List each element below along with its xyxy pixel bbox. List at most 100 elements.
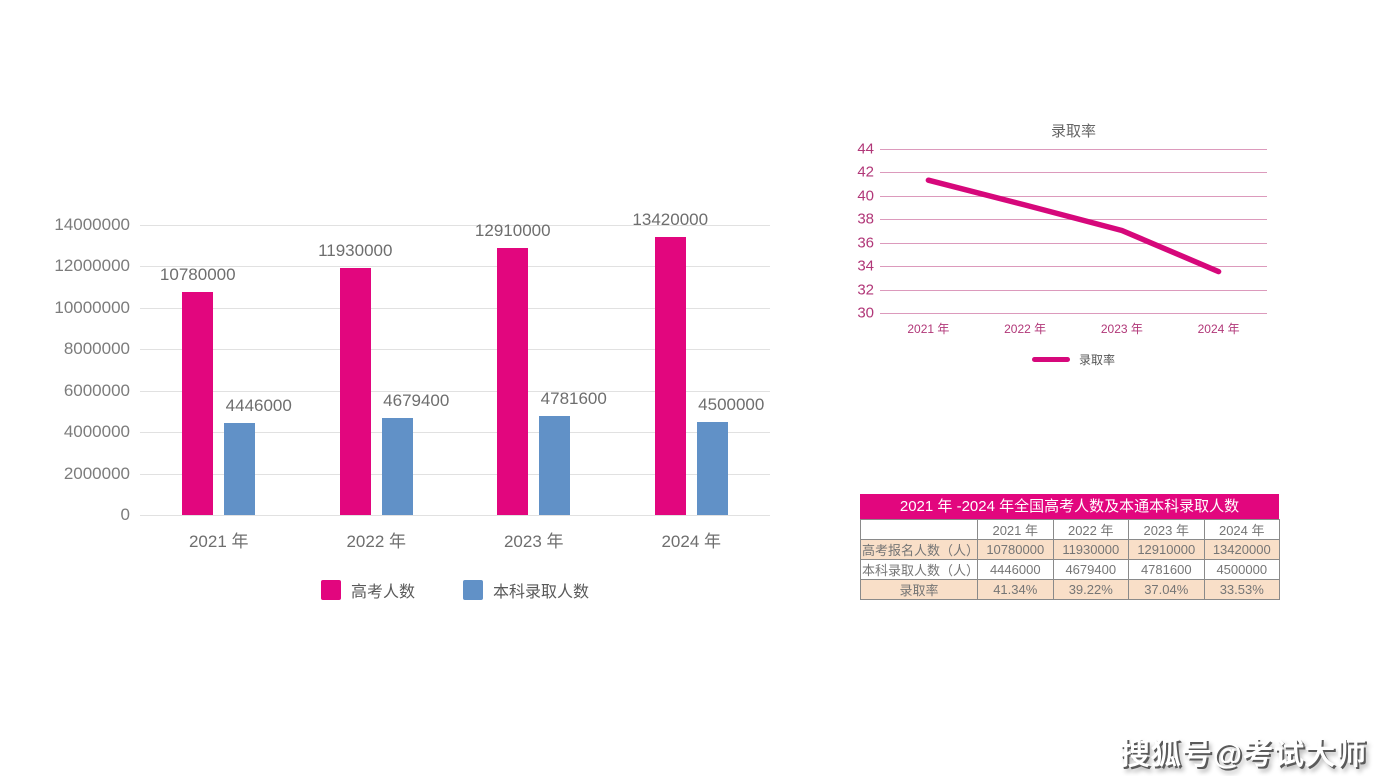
bar-admit	[224, 422, 256, 515]
x-axis-tick-label: 2023 年	[503, 532, 564, 551]
legend-item: 本科录取人数	[463, 578, 589, 602]
y-axis-tick-label: 10000000	[54, 297, 130, 317]
cell-value: 11930000	[1052, 539, 1129, 560]
line-chart-plot-area: 44 42 40 38 36 34 32 30 2021 年 2022 年 2023 年 2024 年	[857, 141, 1267, 336]
column-header: 2022 年	[1052, 519, 1129, 540]
x-axis-tick-label: 2023 年	[1100, 322, 1143, 336]
bar-value-label: 13420000	[632, 210, 709, 230]
gridline	[880, 172, 1267, 174]
line-chart: 录取率 44 42 40 38 36 34 32 30 2021 年 2022 年 2023 年 20…	[855, 118, 1285, 380]
cell-value: 10780000	[977, 539, 1054, 560]
gridline	[140, 515, 770, 516]
legend-swatch	[463, 580, 483, 600]
column-header: 2021 年	[977, 519, 1054, 540]
y-axis-tick-label: 8000000	[63, 339, 130, 359]
gridline	[880, 242, 1267, 244]
line-series-svg	[925, 177, 1222, 275]
gridline	[880, 195, 1267, 197]
x-axis-tick-label: 2021 年	[188, 532, 249, 551]
legend-label: 本科录取人数	[493, 584, 590, 601]
cell-value: 33.53%	[1203, 579, 1280, 600]
bar-value-label: 12910000	[474, 220, 551, 240]
y-axis-tick-label: 44	[857, 140, 874, 158]
y-axis-tick-label: 42	[857, 163, 874, 181]
y-axis-tick-label: 14000000	[54, 215, 130, 234]
y-axis-tick-label: 30	[857, 304, 874, 322]
y-axis-tick-label: 38	[857, 210, 874, 228]
gridline	[140, 266, 770, 268]
table-row: 本科录取人数（人） 4446000 4679400 4781600 4500000	[860, 559, 1280, 580]
summary-table-card: 2021 年 -2024 年全国高考人数及本通本科录取人数 2021 年 2022…	[860, 494, 1280, 600]
x-axis-tick-label: 2022 年	[1004, 322, 1047, 336]
cell-value: 41.34%	[977, 579, 1054, 600]
bar-admit	[539, 416, 571, 515]
legend-label: 录取率	[1078, 353, 1115, 367]
y-axis-tick-label: 40	[857, 187, 874, 205]
table-title: 2021 年 -2024 年全国高考人数及本通本科录取人数	[860, 494, 1279, 519]
bar-value-label: 4500000	[698, 394, 765, 414]
x-axis-tick-label: 2024 年	[1197, 322, 1240, 336]
y-axis-tick-label: 12000000	[54, 256, 130, 276]
table-row: 高考报名人数（人） 10780000 11930000 12910000 1342000…	[860, 539, 1280, 560]
cell-value: 4781600	[1128, 559, 1205, 580]
bar-chart: 14000000 12000000 10000000 8000000 6000000 40…	[54, 210, 770, 635]
y-axis-tick-label: 0	[120, 505, 130, 524]
column-header: 2024 年	[1203, 519, 1280, 540]
y-axis-tick-label: 2000000	[63, 463, 130, 483]
gridline	[880, 149, 1267, 150]
data-table: 2021 年 2022 年 2023 年 2024 年高考报名人数（人） 1078000…	[860, 519, 1280, 600]
legend-swatch	[1031, 357, 1070, 362]
cell-value: 39.22%	[1052, 579, 1129, 600]
table-header-row: 2021 年 2022 年 2023 年 2024 年	[860, 519, 1280, 540]
x-axis-tick-label: 2021 年	[907, 322, 950, 336]
column-header	[860, 519, 978, 540]
cell-value: 12910000	[1128, 539, 1205, 560]
gridline	[880, 289, 1267, 291]
row-label: 本科录取人数（人）	[860, 559, 978, 580]
gridline	[140, 432, 770, 434]
gridline	[140, 390, 770, 392]
bar-value-label: 4679400	[383, 391, 450, 411]
bar-admit	[696, 421, 728, 515]
x-axis-tick-label: 2022 年	[346, 532, 407, 551]
gridline	[140, 307, 770, 309]
x-axis-tick-label: 2024 年	[661, 532, 722, 551]
cell-value: 37.04%	[1128, 579, 1205, 600]
gridline	[880, 266, 1267, 268]
y-axis-tick-label: 36	[857, 234, 874, 252]
y-axis-tick-label: 6000000	[63, 380, 130, 400]
y-axis-tick-label: 4000000	[63, 422, 130, 442]
gridline	[140, 473, 770, 475]
bar-chart-plot-area: 14000000 12000000 10000000 8000000 6000000 40…	[54, 210, 770, 551]
line-chart-legend: 录取率	[880, 351, 1267, 368]
gridline	[880, 313, 1267, 314]
legend-item: 高考人数	[320, 578, 415, 602]
bar-value-label: 4446000	[225, 395, 292, 415]
gridline	[140, 349, 770, 351]
gridline	[140, 225, 770, 226]
bar-exam	[497, 247, 529, 515]
legend-label: 高考人数	[350, 584, 415, 601]
bar-admit	[381, 418, 413, 515]
column-header: 2023 年	[1128, 519, 1205, 540]
cell-value: 13420000	[1203, 539, 1280, 560]
cell-value: 4500000	[1203, 559, 1280, 580]
row-label: 高考报名人数（人）	[860, 539, 978, 560]
table-row: 录取率 41.34% 39.22% 37.04% 33.53%	[860, 579, 1280, 600]
cell-value: 4679400	[1052, 559, 1129, 580]
legend-swatch	[320, 580, 341, 600]
rate-line	[925, 177, 1222, 275]
line-chart-title: 录取率	[1050, 123, 1096, 140]
bar-exam	[182, 291, 214, 515]
bar-exam	[654, 237, 686, 515]
row-label: 录取率	[860, 579, 978, 600]
bar-value-label: 11930000	[318, 240, 393, 260]
bar-value-label: 4781600	[540, 388, 607, 408]
bar-value-label: 10780000	[159, 264, 236, 284]
y-axis-tick-label: 34	[857, 257, 874, 275]
cell-value: 4446000	[977, 559, 1054, 580]
bar-chart-legend: 高考人数 本科录取人数	[140, 578, 770, 602]
bar-exam	[339, 267, 371, 515]
y-axis-tick-label: 32	[857, 281, 874, 299]
watermark: 搜狐号@考试大师	[1119, 738, 1367, 771]
